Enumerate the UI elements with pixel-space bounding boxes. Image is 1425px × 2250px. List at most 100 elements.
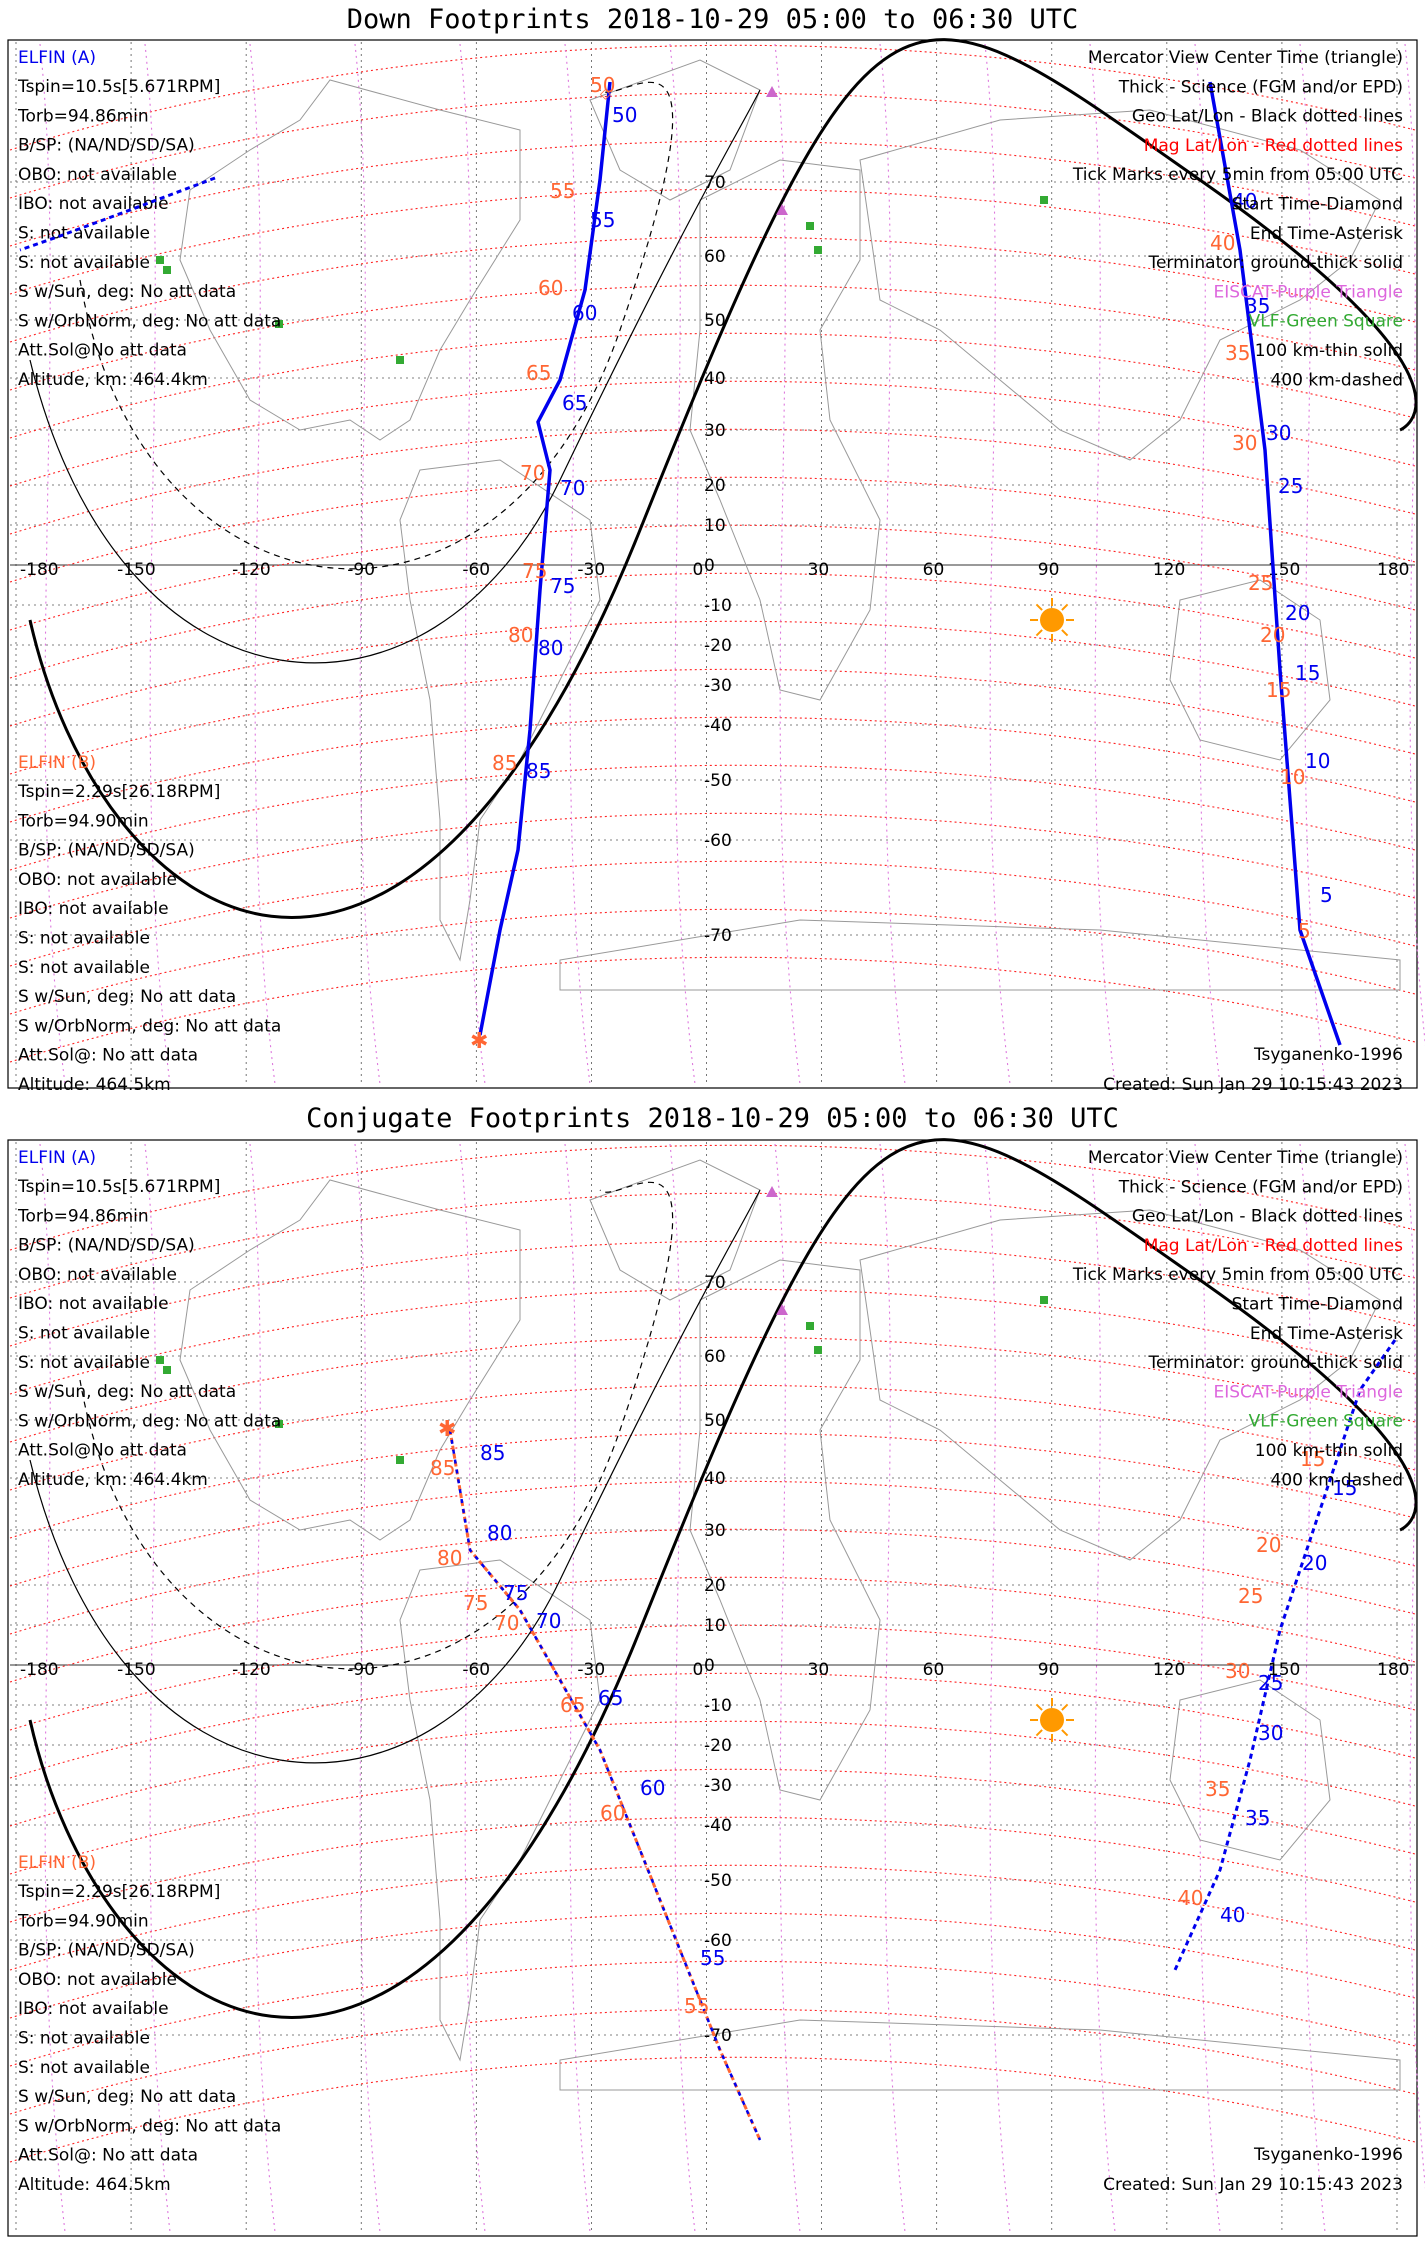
longitude-label: -150 [117,560,156,580]
elfin-a-tick-label: 65 [598,1686,623,1710]
vlf-square-icon [396,1456,404,1464]
mag-latitude-line [9,620,1416,727]
panel-title-conjugate: Conjugate Footprints 2018-10-29 05:00 to… [306,1103,1119,1134]
mag-latitude-line [9,2056,1416,2163]
coastline [399,459,601,962]
mag-latitude-line [9,716,1416,823]
elfin-a-info-line: Tspin=10.5s[5.671RPM] [17,77,220,97]
terminator-400km-line [79,1181,674,1670]
elfin-a-info-line: S: not available [18,1353,150,1373]
sun-ray [1035,1703,1043,1711]
elfin-a-info-line: Att.Sol@No att data [18,341,187,361]
mag-longitude-line [459,43,486,1085]
elfin-b-tick-label: 20 [1260,623,1285,647]
legend-entry: Tick Marks every 5min from 05:00 UTC [1072,1265,1403,1285]
mag-longitude-line [774,43,801,1085]
legend-entry: VLF-Green Square [1249,312,1403,332]
legend-entry: 400 km-dashed [1271,1470,1403,1490]
longitude-label: -90 [347,1660,375,1680]
elfin-b-info-line: IBO: not available [18,1999,169,2019]
latitude-label: -50 [704,1871,732,1891]
elfin-a-info-line: B/SP: (NA/ND/SD/SA) [18,1236,195,1256]
mag-latitude-line [9,860,1416,967]
latitude-label: 0 [704,556,715,576]
panel-title-down: Down Footprints 2018-10-29 05:00 to 06:3… [346,4,1079,35]
mag-latitude-line [9,92,1416,199]
mag-latitude-line [9,908,1416,1015]
legend-entry: 400 km-dashed [1271,370,1403,390]
elfin-a-tick-label: 80 [538,636,563,660]
elfin-b-tick-label: 5 [1298,919,1311,943]
latitude-label: -40 [704,1816,732,1836]
legend-entry: Terminator: ground-thick solid [1147,253,1403,273]
elfin-b-info-line: OBO: not available [18,1970,177,1990]
coastline [179,79,521,441]
longitude-label: -30 [577,560,605,580]
elfin-a-info-line: OBO: not available [18,1265,177,1285]
elfin-a-info-line: S w/Sun, deg: No att data [18,282,236,302]
orbit-tracks: ✱858075706560558580757065605515202530354… [19,176,1397,2141]
elfin-b-info-line: S: not available [18,2029,150,2049]
mag-longitude-line [249,1143,276,2233]
legend-entry: Mercator View Center Time (triangle) [1088,1148,1403,1168]
latitude-label: 50 [704,1411,726,1431]
elfin-b-info-line: IBO: not available [18,899,169,919]
mag-longitude-line [879,43,906,1085]
elfin-b-tick-label: 60 [538,276,563,300]
elfin-a-tick-label: 50 [612,103,637,127]
elfin-a-conjugate-track [448,1429,762,2141]
legend-entry: Mag Lat/Lon - Red dotted lines [1144,1236,1403,1256]
longitude-label: 0 [693,560,704,580]
longitude-label: 0 [693,1660,704,1680]
elfin-b-tick-label: 75 [522,559,547,583]
mag-longitude-line [564,43,591,1085]
longitude-label: 90 [1038,560,1060,580]
elfin-a-tick-label: 80 [487,1521,512,1545]
mag-longitude-line [1299,43,1326,1085]
legend-entry: EISCAT-Purple Triangle [1213,282,1403,302]
elfin-a-info-line: Altitude, km: 464.4km [18,1470,208,1490]
elfin-a-info-line: S: not available [18,253,150,273]
mag-latitude-line [9,1960,1416,2067]
conjugate-map-panel: -180 -150 -120 -90 -60 -30 0 30 60 90 120 150 180706… [7,176,1425,2237]
elfin-b-tick-label: 40 [1210,231,1235,255]
elfin-b-tick-label: 30 [1225,1659,1250,1683]
longitude-label: -90 [347,560,375,580]
latitude-label: -60 [704,1931,732,1951]
elfin-a-tick-label: 55 [700,1946,725,1970]
mag-latitude-line [9,1768,1416,1875]
mag-latitude-line [9,1576,1416,1683]
elfin-b-info-line: S: not available [18,958,150,978]
elfin-a-name: ELFIN (A) [18,48,96,68]
elfin-a-tick-label: 25 [1278,474,1303,498]
latitude-label: 20 [704,1576,726,1596]
elfin-a-info-line: S: not available [18,1324,150,1344]
mag-latitude-line [9,1240,1416,1347]
elfin-a-tick-label: 55 [590,208,615,232]
mag-latitude-line [9,1864,1416,1971]
elfin-a-tick-label: 15 [1332,1476,1357,1500]
vlf-square-icon [156,1356,164,1364]
map-frame [7,1139,1418,2237]
mag-latitude-line [9,1528,1416,1635]
elfin-a-tick-label: 60 [640,1776,665,1800]
elfin-b-tick-label: 65 [526,361,551,385]
elfin-b-info: ELFIN (B) Tspin=2.29s[26.18RPM] Torb=94.90… [17,753,281,1095]
latitude-label: -20 [704,1736,732,1756]
latitude-label: 50 [704,311,726,331]
elfin-b-tick-label: 15 [1266,678,1291,702]
coastline [859,1209,1381,1561]
elfin-a-name: ELFIN (A) [18,1148,96,1168]
legend-entry: Start Time-Diamond [1232,195,1403,215]
longitude-label: 120 [1153,1660,1185,1680]
mag-latitude-line [9,1192,1416,1299]
geo-grid [10,1142,1415,2234]
elfin-b-info-line: S w/OrbNorm, deg: No att data [18,1016,281,1036]
elfin-b-tick-label: 35 [1205,1777,1230,1801]
legend-entry: 100 km-thin solid [1255,1441,1403,1461]
coastline [559,919,1401,991]
longitude-label: -60 [462,1660,490,1680]
elfin-a-info-line: S w/OrbNorm, deg: No att data [18,1411,281,1431]
latitude-label: 40 [704,1469,726,1489]
